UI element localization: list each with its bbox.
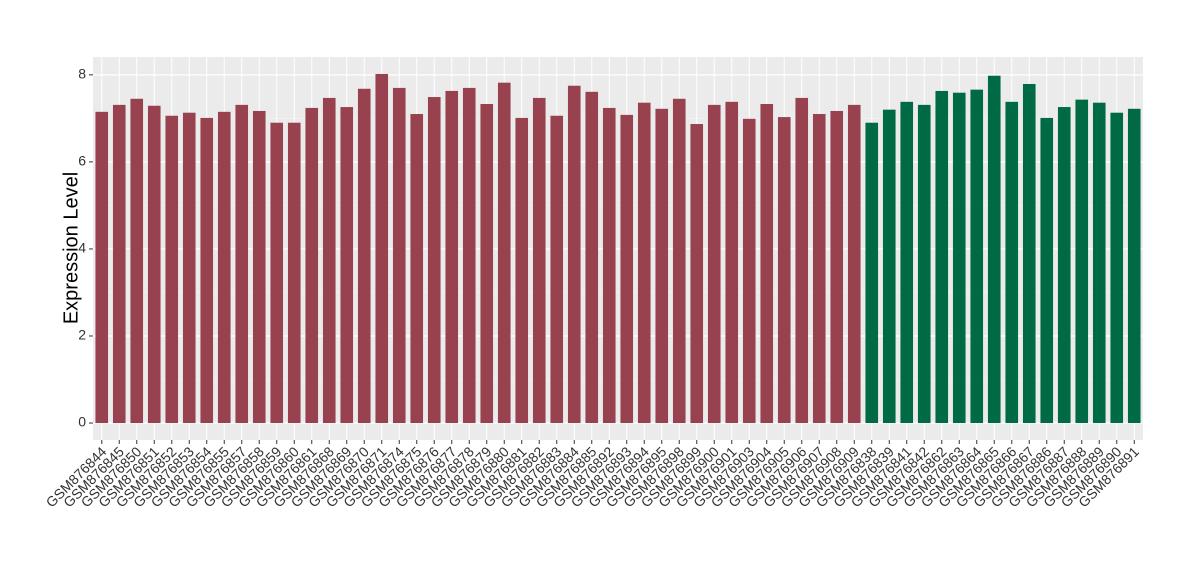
y-tick-label: 4 xyxy=(78,240,86,256)
bar xyxy=(987,75,1001,424)
bar xyxy=(550,115,564,424)
y-tick-label: 2 xyxy=(78,327,86,343)
bar xyxy=(847,104,861,424)
bar xyxy=(200,117,214,424)
bar xyxy=(497,82,511,424)
bar xyxy=(1127,108,1141,424)
y-axis-label: Expression Level xyxy=(60,172,82,324)
bar xyxy=(742,118,756,424)
bar xyxy=(305,107,319,424)
bar xyxy=(287,122,301,424)
y-tick-label: 8 xyxy=(78,66,86,82)
bar xyxy=(882,109,896,424)
bar xyxy=(480,104,494,424)
bar xyxy=(217,111,231,424)
bar xyxy=(970,89,984,424)
bar xyxy=(585,91,599,424)
bar xyxy=(322,97,336,424)
bar xyxy=(620,114,634,424)
bar xyxy=(935,90,949,424)
bar xyxy=(235,104,249,424)
bar xyxy=(672,98,686,424)
bar xyxy=(777,117,791,424)
bar xyxy=(1110,112,1124,424)
bar xyxy=(760,104,774,424)
bar xyxy=(375,73,389,424)
bar xyxy=(830,110,844,424)
bar xyxy=(112,104,126,424)
bar xyxy=(1075,99,1089,424)
bar xyxy=(1092,102,1106,424)
bar xyxy=(567,85,581,424)
bar xyxy=(1057,107,1071,424)
bar xyxy=(427,97,441,424)
bar xyxy=(165,115,179,424)
bar xyxy=(95,111,109,424)
bar xyxy=(707,104,721,424)
bar xyxy=(182,112,196,424)
bar xyxy=(690,124,704,424)
bar xyxy=(812,114,826,424)
bar xyxy=(725,101,739,424)
bar xyxy=(1022,83,1036,424)
bar xyxy=(357,88,371,424)
bar xyxy=(130,98,144,424)
bar xyxy=(795,97,809,424)
bar xyxy=(445,90,459,424)
bar xyxy=(410,114,424,424)
bar xyxy=(1040,117,1054,424)
bar xyxy=(655,108,669,424)
bar xyxy=(1005,101,1019,424)
bar xyxy=(340,107,354,424)
bar xyxy=(252,110,266,424)
bar xyxy=(637,102,651,424)
y-tick-label: 0 xyxy=(78,414,86,430)
bar xyxy=(865,122,879,424)
bar xyxy=(147,105,161,424)
bar xyxy=(532,97,546,424)
bar xyxy=(602,107,616,424)
bar xyxy=(952,92,966,424)
bar xyxy=(392,87,406,424)
bar xyxy=(515,117,529,424)
y-tick-label: 6 xyxy=(78,153,86,169)
bar xyxy=(900,101,914,424)
bar xyxy=(462,87,476,424)
bar xyxy=(270,122,284,424)
bar xyxy=(917,104,931,424)
